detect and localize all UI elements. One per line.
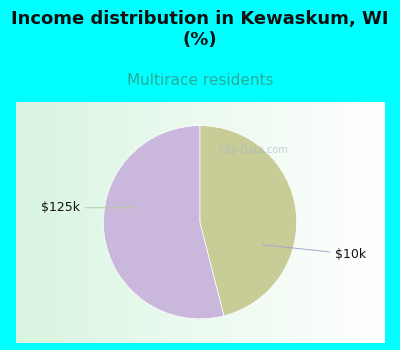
Text: City-Data.com: City-Data.com bbox=[218, 145, 288, 155]
Text: $10k: $10k bbox=[263, 245, 366, 261]
Wedge shape bbox=[104, 126, 224, 319]
Text: Income distribution in Kewaskum, WI
(%): Income distribution in Kewaskum, WI (%) bbox=[11, 10, 389, 49]
Text: Multirace residents: Multirace residents bbox=[127, 73, 273, 88]
Wedge shape bbox=[200, 126, 296, 316]
Text: $125k: $125k bbox=[41, 201, 137, 214]
